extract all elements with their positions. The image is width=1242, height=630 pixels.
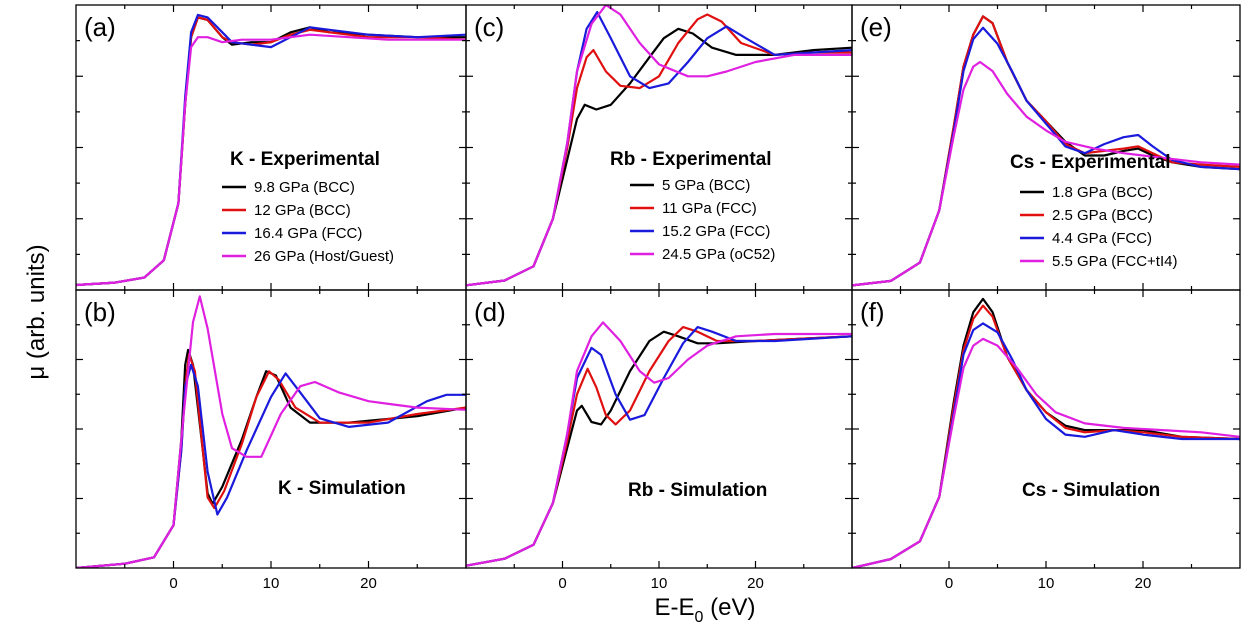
panel-label-f: (f) — [860, 297, 885, 327]
panel-title-d: Rb - Simulation — [628, 480, 767, 501]
series-line-f-2 — [852, 322, 1240, 568]
panel-title-f: Cs - Simulation — [1022, 480, 1160, 501]
legend-label-a-1: 12 GPa (BCC) — [254, 202, 351, 219]
series-line-b-0 — [76, 348, 466, 568]
x-tick-label-b: 10 — [263, 575, 280, 592]
series-line-d-1 — [466, 326, 852, 567]
y-axis-title: μ (arb. units) — [23, 244, 50, 379]
legend-label-c-0: 5 GPa (BCC) — [662, 177, 750, 194]
legend-label-e-1: 2.5 GPa (BCC) — [1052, 207, 1153, 224]
legend-label-a-3: 26 GPa (Host/Guest) — [254, 248, 394, 265]
panel-a: (a) K - Experimental 9.8 GPa (BCC) 12 GPa (… — [75, 4, 467, 291]
legend-label-c-2: 15.2 GPa (FCC) — [662, 223, 770, 240]
x-tick-label-f: 10 — [1038, 575, 1055, 592]
legend-label-c-1: 11 GPa (FCC) — [662, 200, 757, 217]
legend-label-e-0: 1.8 GPa (BCC) — [1052, 184, 1153, 201]
plot-frame-c — [465, 4, 853, 291]
series-line-f-3 — [852, 337, 1240, 568]
series-line-f-0 — [852, 297, 1240, 568]
x-axis-title-unit: (eV) — [703, 594, 755, 621]
x-tick-label-b: 20 — [360, 575, 377, 592]
legend-label-a-2: 16.4 GPa (FCC) — [254, 225, 362, 242]
panel-b: 0 10 20 (b) K - Simulation — [75, 289, 467, 592]
series-line-d-0 — [466, 330, 852, 567]
plot-frame-f — [851, 289, 1241, 569]
series-line-b-3 — [76, 295, 466, 568]
x-axis-title-main: E-E — [655, 594, 695, 621]
panel-f: 0 10 20 (f) Cs - Simulation — [851, 289, 1241, 592]
x-tick-label-b: 0 — [169, 575, 177, 592]
series-line-f-1 — [852, 304, 1240, 568]
legend-label-a-0: 9.8 GPa (BCC) — [254, 179, 355, 196]
series-line-e-1 — [852, 15, 1240, 287]
panel-label-c: (c) — [474, 12, 504, 42]
x-tick-label-d: 10 — [651, 575, 668, 592]
panels-layer: (a) K - Experimental 9.8 GPa (BCC) 12 GPa (… — [75, 4, 1241, 592]
series-line-a-3 — [76, 33, 466, 287]
legend-label-e-3: 5.5 GPa (FCC+tI4) — [1052, 253, 1177, 270]
panel-label-b: (b) — [84, 297, 116, 327]
series-line-e-0 — [852, 15, 1240, 287]
panel-label-a: (a) — [84, 12, 116, 42]
panel-title-c: Rb - Experimental — [610, 149, 772, 170]
legend-label-c-3: 24.5 GPa (oC52) — [662, 246, 775, 263]
legend-label-e-2: 4.4 GPa (FCC) — [1052, 230, 1152, 247]
x-tick-label-d: 20 — [747, 575, 764, 592]
x-tick-label-f: 0 — [945, 575, 953, 592]
series-line-e-3 — [852, 60, 1240, 287]
x-tick-label-d: 0 — [558, 575, 566, 592]
x-axis-title: E-E0 (eV) — [655, 594, 756, 626]
series-line-b-1 — [76, 353, 466, 568]
plot-frame-d — [465, 289, 853, 569]
panel-title-b: K - Simulation — [278, 478, 406, 499]
series-line-c-3 — [466, 5, 852, 287]
panel-label-e: (e) — [860, 12, 892, 42]
panel-e: (e) Cs - Experimental 1.8 GPa (BCC) 2.5 GPa… — [851, 4, 1241, 291]
panel-title-a: K - Experimental — [230, 149, 380, 170]
series-line-d-2 — [466, 326, 852, 567]
series-line-d-3 — [466, 321, 852, 567]
panel-label-d: (d) — [474, 297, 506, 327]
series-line-b-2 — [76, 363, 466, 568]
x-tick-label-f: 20 — [1135, 575, 1152, 592]
plot-frame-e — [851, 4, 1241, 291]
plot-frame-b — [75, 289, 467, 569]
panel-c: (c) Rb - Experimental 5 GPa (BCC) 11 GPa (F… — [465, 4, 853, 291]
x-axis-title-subscript: 0 — [695, 609, 704, 626]
panel-d: 0 10 20 (d) Rb - Simulation — [465, 289, 853, 592]
panel-title-e: Cs - Experimental — [1010, 152, 1171, 173]
